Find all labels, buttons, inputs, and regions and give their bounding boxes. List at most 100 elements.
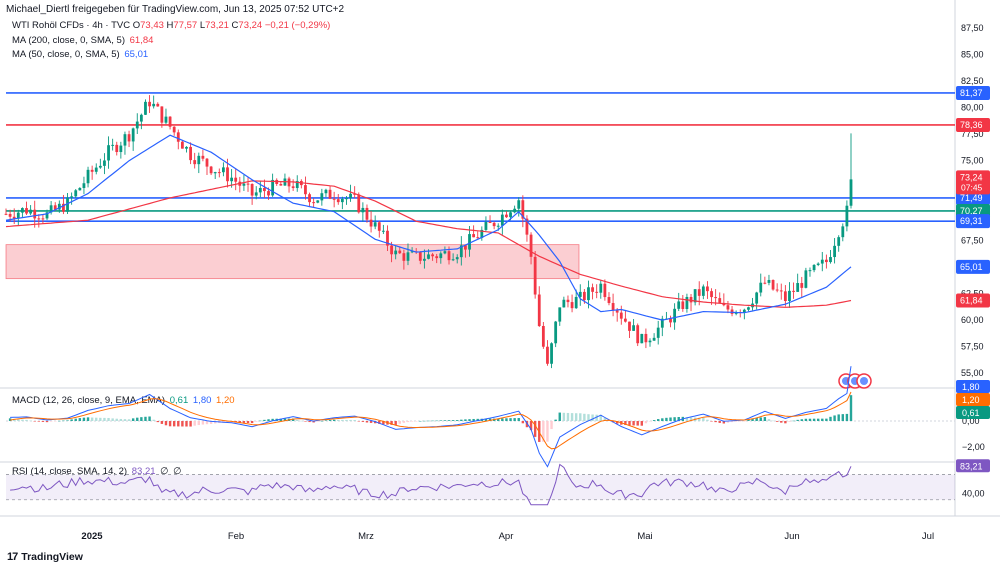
price-level-label: 69,31	[960, 216, 983, 226]
candle-body	[267, 191, 270, 196]
candle-body	[349, 193, 352, 199]
macd-histogram-bar	[361, 421, 365, 422]
macd-histogram-bar	[86, 417, 90, 421]
macd-histogram-bar	[488, 418, 492, 421]
candle-body	[205, 158, 209, 167]
macd-histogram-bar	[579, 413, 582, 421]
macd-histogram-bar	[414, 421, 418, 422]
macd-histogram-bar	[54, 421, 57, 422]
macd-histogram-bar	[821, 418, 824, 421]
candle-body	[33, 209, 37, 219]
candle-body	[533, 256, 537, 295]
macd-histogram-bar	[189, 421, 192, 427]
x-tick-label: Jun	[784, 531, 799, 542]
candle-body	[98, 165, 102, 168]
candle-body	[500, 214, 504, 226]
candle-body	[320, 193, 324, 201]
candle-body	[422, 258, 426, 261]
candle-body	[652, 337, 656, 341]
macd-histogram-bar	[784, 421, 787, 424]
candle-body	[222, 167, 225, 173]
candle-body	[521, 200, 525, 219]
candle-body	[168, 116, 172, 127]
macd-histogram-bar	[812, 418, 816, 421]
candle-body	[550, 343, 553, 364]
candle-body	[189, 146, 192, 161]
macd-histogram-bar	[283, 418, 287, 421]
candle-body	[788, 290, 791, 302]
symbol-legend: WTI Rohöl CFDs · 4h · TVC O73,43 H77,57 …	[12, 20, 330, 31]
macd-histogram-bar	[796, 419, 799, 421]
candle-body	[611, 303, 615, 311]
macd-histogram-bar	[427, 420, 430, 422]
candle-body	[70, 196, 74, 198]
macd-histogram-bar	[213, 421, 217, 424]
macd-label: MACD (12, 26, close, 9, EMA, EMA)	[12, 395, 166, 406]
macd-value-label: 0,61	[962, 408, 980, 418]
macd-histogram-bar	[501, 418, 504, 421]
candle-body	[796, 283, 800, 292]
macd-histogram-bar	[164, 421, 168, 426]
candle-body	[287, 178, 291, 187]
macd-histogram-bar	[615, 421, 619, 424]
macd-hist-value: 0,61	[169, 395, 189, 406]
candle-body	[115, 144, 119, 153]
macd-signal-value: 1,20	[216, 395, 235, 406]
ma50-line	[5, 134, 852, 321]
candle-body	[66, 197, 69, 212]
ma200-line	[5, 180, 852, 308]
macd-histogram-bar	[357, 421, 360, 422]
candle-body	[570, 302, 574, 309]
candle-body	[406, 252, 410, 261]
candle-body	[246, 183, 250, 185]
macd-histogram-bar	[751, 418, 754, 421]
tradingview-name: TradingView	[21, 551, 83, 563]
macd-histogram-bar	[259, 420, 262, 422]
candle-body	[119, 145, 123, 153]
macd-signal-line	[10, 391, 852, 450]
candle-body	[390, 245, 393, 255]
candle-body	[755, 292, 759, 304]
macd-histogram-bar	[300, 420, 303, 422]
macd-histogram-bar	[345, 419, 348, 421]
macd-histogram-bar	[267, 419, 270, 421]
macd-histogram-bar	[792, 420, 795, 422]
candle-body	[234, 177, 238, 182]
macd-value-badge	[956, 393, 990, 406]
candle-body	[340, 198, 344, 203]
candle-body	[677, 301, 681, 309]
macd-histogram-bar	[320, 420, 324, 422]
candle-body	[82, 183, 86, 188]
macd-histogram-bar	[439, 420, 443, 421]
candle-body	[562, 299, 566, 308]
candle-body	[648, 340, 652, 343]
macd-histogram-bar	[730, 421, 734, 423]
candle-body	[447, 251, 451, 261]
macd-histogram-bar	[652, 420, 656, 421]
ma-value-label: 65,01	[960, 262, 983, 272]
macd-histogram-bar	[759, 417, 762, 421]
macd-histogram-bar	[529, 421, 533, 431]
candle-body	[78, 187, 82, 191]
price-level-badge	[956, 85, 990, 100]
candle-body	[578, 291, 582, 297]
macd-histogram-bar	[587, 414, 590, 421]
candle-body	[402, 253, 406, 261]
macd-histogram-bar	[255, 421, 258, 422]
candle-body	[849, 179, 853, 206]
macd-histogram-bar	[558, 412, 561, 421]
macd-histogram-bar	[673, 417, 676, 421]
macd-histogram-bar	[312, 421, 315, 423]
candle-body	[361, 207, 365, 213]
ohlc-value-o: 73,43	[140, 20, 167, 31]
candle-body	[689, 296, 693, 303]
candle-body	[505, 214, 508, 218]
candle-body	[714, 297, 718, 299]
candle-body	[144, 101, 147, 115]
y-tick-label: 60,00	[961, 315, 984, 325]
tradingview-logo[interactable]: 17 TradingView	[7, 551, 83, 563]
candle-body	[829, 257, 832, 263]
ohlc-key-o: O	[132, 20, 141, 31]
candle-body	[304, 185, 307, 195]
